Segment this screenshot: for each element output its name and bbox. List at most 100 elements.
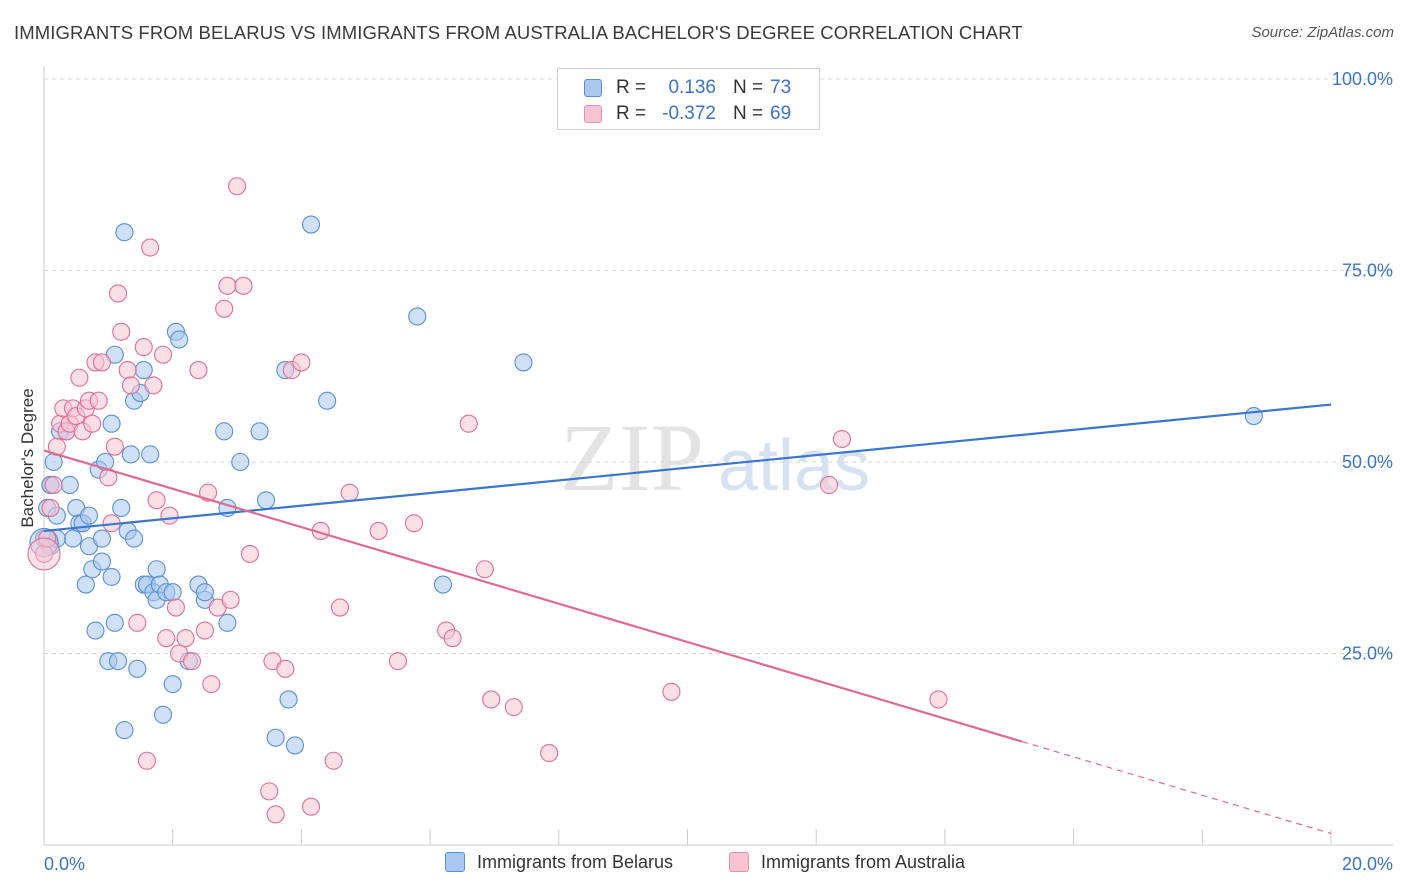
trend-line-australia <box>43 449 1023 743</box>
australia-point <box>218 276 237 295</box>
belarus-point <box>302 215 321 234</box>
gridlines <box>44 78 1393 654</box>
trend-line-belarus <box>43 403 1332 533</box>
australia-point <box>92 353 111 372</box>
belarus-point <box>134 361 153 380</box>
stats-legend-row-belarus: R = 0.136 N = 73 <box>558 75 819 101</box>
australia-point <box>324 751 343 770</box>
australia-point <box>199 483 218 502</box>
australia-point <box>540 744 559 763</box>
australia-point <box>443 629 462 648</box>
australia-point <box>202 675 221 694</box>
x-tick-label: 20.0% <box>1342 854 1393 874</box>
belarus-point <box>266 728 285 747</box>
australia-point <box>166 598 185 617</box>
belarus-point <box>250 422 269 441</box>
trend-lines <box>43 403 1332 835</box>
australia-point <box>820 475 839 495</box>
australia-point <box>189 361 208 380</box>
australia-point <box>504 698 523 717</box>
stats-legend-row-australia: R = -0.372 N = 69 <box>558 101 819 127</box>
australia-point <box>340 483 359 502</box>
australia-point <box>176 629 195 648</box>
belarus-point <box>170 330 189 349</box>
watermark: ZIP atlas <box>560 404 870 511</box>
australia-point <box>195 621 214 640</box>
australia-point <box>388 652 407 671</box>
australia-point <box>260 782 279 801</box>
australia-point <box>662 682 681 701</box>
belarus-point <box>433 575 453 594</box>
belarus-point <box>121 445 140 464</box>
legend-item-australia[interactable]: Immigrants from Australia <box>729 852 965 873</box>
belarus-point <box>112 498 131 518</box>
x-tick-label: 0.0% <box>44 854 85 874</box>
n-value: 69 <box>770 103 792 124</box>
belarus-point <box>153 705 173 724</box>
australia-point <box>228 177 247 196</box>
australia-point <box>215 299 234 318</box>
australia-point <box>144 376 163 395</box>
legend-item-belarus[interactable]: Immigrants from Belarus <box>445 852 673 873</box>
australia-point <box>475 560 494 579</box>
australia-point <box>182 652 202 671</box>
belarus-point <box>318 391 337 410</box>
australia-point <box>276 659 295 678</box>
belarus-point <box>285 736 305 755</box>
belarus-point <box>102 414 121 433</box>
australia-point <box>234 276 253 295</box>
n-value: 73 <box>770 77 792 98</box>
legend-swatch-australia <box>584 105 602 123</box>
stats-legend: R = 0.136 N = 73 R = -0.372 N = 69 <box>557 68 820 130</box>
australia-point <box>266 805 285 824</box>
belarus-point <box>115 721 134 740</box>
australia-point <box>118 361 137 380</box>
belarus-point <box>92 529 111 548</box>
australia-point <box>330 598 350 617</box>
australia-point <box>160 506 179 525</box>
belarus-point <box>147 560 166 579</box>
r-label: R = <box>616 103 647 124</box>
source-credit: Source: ZipAtlas.com <box>1251 24 1394 41</box>
australia-point <box>459 414 478 433</box>
australia-point <box>105 437 124 456</box>
belarus-point <box>63 529 83 548</box>
belarus-point <box>256 491 276 510</box>
legend-swatch-belarus <box>584 79 602 97</box>
belarus-point <box>215 422 234 441</box>
belarus-point <box>92 552 111 571</box>
belarus-point <box>128 659 147 678</box>
y-tick-label: 100.0% <box>1332 69 1393 89</box>
australia-point <box>108 284 128 303</box>
australia-point <box>240 544 259 563</box>
legend-swatch-australia <box>729 852 749 872</box>
australia-point <box>929 690 948 709</box>
australia-point <box>137 751 157 770</box>
n-label: N = <box>733 103 764 124</box>
australia-point <box>134 338 153 357</box>
australia-point <box>70 368 89 387</box>
belarus-point <box>408 307 427 326</box>
belarus-point <box>76 575 95 594</box>
tick-labels: 100.0% 75.0% 50.0% 25.0% 0.0% 20.0% <box>44 69 1393 874</box>
australia-point <box>369 521 388 540</box>
belarus-point <box>115 223 134 242</box>
belarus-point <box>79 506 99 525</box>
belarus-point <box>514 353 533 372</box>
y-tick-label: 50.0% <box>1342 452 1393 472</box>
y-tick-label: 75.0% <box>1342 261 1393 281</box>
australia-point <box>147 491 166 510</box>
belarus-point <box>125 529 144 548</box>
legend-label-australia: Immigrants from Australia <box>761 852 966 872</box>
australia-point <box>292 353 311 372</box>
australia-point <box>482 690 501 709</box>
y-tick-label: 25.0% <box>1342 644 1393 664</box>
belarus-point <box>231 452 250 472</box>
australia-point <box>221 590 240 609</box>
australia-point <box>112 322 131 341</box>
belarus-point <box>102 567 121 586</box>
australia-point <box>44 475 63 495</box>
axes <box>43 66 1393 846</box>
n-label: N = <box>733 77 764 98</box>
